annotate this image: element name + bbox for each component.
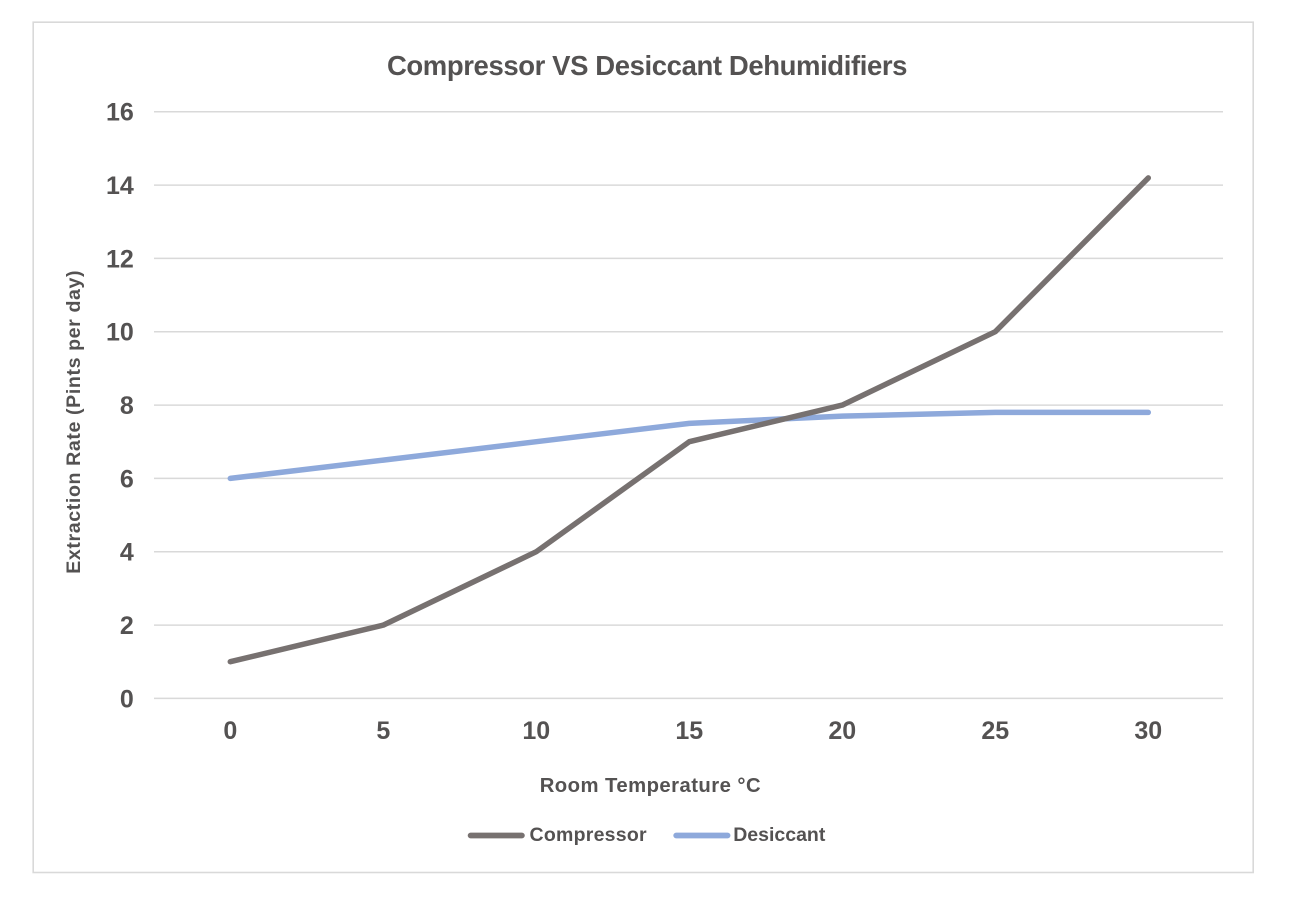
svg-text:12: 12: [106, 245, 134, 273]
svg-text:30: 30: [1134, 717, 1162, 745]
svg-text:5: 5: [376, 717, 390, 745]
svg-text:10: 10: [106, 319, 134, 347]
svg-text:2: 2: [120, 612, 134, 640]
svg-text:Desiccant: Desiccant: [733, 824, 826, 846]
svg-text:6: 6: [120, 465, 134, 493]
svg-text:0: 0: [120, 685, 134, 713]
svg-text:4: 4: [120, 539, 134, 567]
svg-text:20: 20: [828, 717, 856, 745]
svg-text:8: 8: [120, 392, 134, 420]
svg-text:25: 25: [981, 717, 1009, 745]
svg-text:10: 10: [522, 717, 550, 745]
svg-text:Extraction Rate (Pints per day: Extraction Rate (Pints per day): [63, 270, 85, 574]
svg-text:0: 0: [223, 717, 237, 745]
svg-text:Compressor VS Desiccant Dehumi: Compressor VS Desiccant Dehumidifiers: [387, 50, 907, 81]
svg-text:16: 16: [106, 99, 134, 127]
svg-text:Compressor: Compressor: [530, 824, 648, 846]
svg-text:Room Temperature °C: Room Temperature °C: [540, 775, 761, 797]
svg-text:14: 14: [106, 172, 134, 200]
svg-text:15: 15: [675, 717, 703, 745]
